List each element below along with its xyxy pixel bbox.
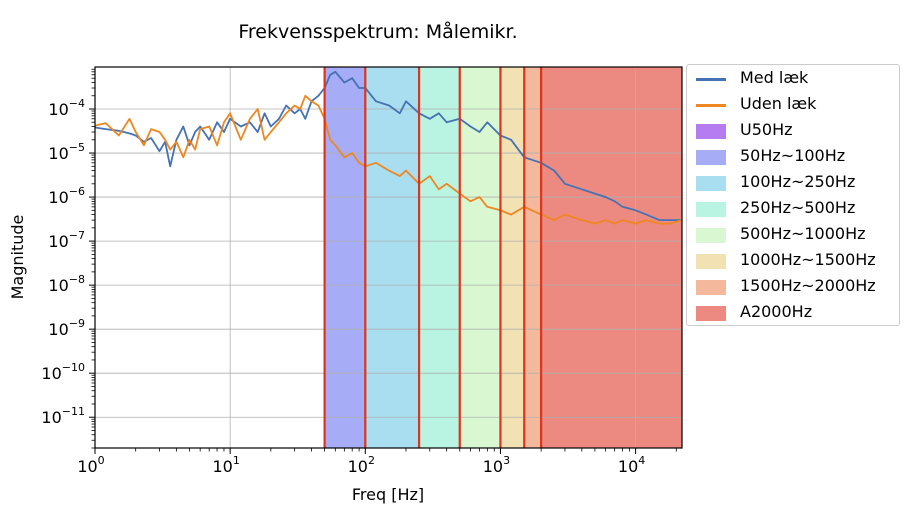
legend-item-band-4: 500Hz~1000Hz	[687, 223, 901, 249]
y-tick-exponent: −6	[69, 185, 85, 198]
y-tick-exponent: −11	[62, 405, 85, 418]
legend-patch-swatch	[696, 124, 726, 139]
legend-item-band-3: 250Hz~500Hz	[687, 197, 901, 223]
legend-label: 500Hz~1000Hz	[740, 224, 866, 243]
legend-label: 1500Hz~2000Hz	[740, 276, 876, 295]
frequency-bands	[324, 67, 682, 448]
y-tick-label: 10−5	[48, 141, 85, 163]
y-tick-label: 10−4	[48, 97, 85, 119]
legend-item-series-0: Med læk	[687, 67, 901, 93]
legend-item-band-0: U50Hz	[687, 119, 901, 145]
legend-label: A2000Hz	[740, 302, 813, 321]
legend-label: Med læk	[740, 68, 809, 87]
y-tick-exponent: −7	[69, 229, 85, 242]
x-tick-label: 103	[483, 454, 510, 476]
y-tick-exponent: −4	[69, 97, 85, 110]
y-tick-label: 10−10	[41, 361, 85, 383]
legend-item-band-7: A2000Hz	[687, 301, 901, 327]
y-tick-label: 10−7	[48, 229, 85, 251]
legend-item-band-2: 100Hz~250Hz	[687, 171, 901, 197]
legend-item-band-6: 1500Hz~2000Hz	[687, 275, 901, 301]
x-tick-exponent: 2	[368, 454, 375, 467]
y-tick-label: 10−11	[41, 405, 85, 427]
legend-label: 50Hz~100Hz	[740, 146, 846, 165]
legend-label: 100Hz~250Hz	[740, 172, 856, 191]
legend-patch-swatch	[696, 280, 726, 295]
y-tick-exponent: −8	[69, 273, 85, 286]
band-fill-2	[365, 67, 420, 448]
legend-patch-swatch	[696, 254, 726, 269]
y-tick-label: 10−9	[48, 317, 85, 339]
legend-line-swatch	[696, 104, 726, 107]
plot-frame	[94, 66, 683, 449]
legend-label: U50Hz	[740, 120, 793, 139]
y-axis-ticks: 10−11 10−10 10−9 10−8 10−7 10−6 10−5 10−4	[41, 68, 95, 449]
legend-patch-swatch	[696, 306, 726, 321]
band-fill-5	[500, 67, 525, 448]
x-tick-exponent: 4	[638, 454, 645, 467]
band-fill-1	[324, 67, 366, 448]
y-axis-label: Magnitude	[8, 215, 27, 300]
x-tick-label: 104	[618, 454, 645, 476]
legend-item-band-1: 50Hz~100Hz	[687, 145, 901, 171]
legend-line-swatch	[696, 78, 726, 81]
legend-patch-swatch	[696, 150, 726, 165]
legend: Med læk Uden læk U50Hz 50Hz~100Hz 100Hz~250H…	[686, 64, 900, 326]
legend-item-band-5: 1000Hz~1500Hz	[687, 249, 901, 275]
chart-title: Frekvensspektrum: Målemikr.	[238, 20, 517, 43]
data-series	[94, 70, 683, 225]
y-tick-label: 10−6	[48, 185, 85, 207]
legend-patch-swatch	[696, 176, 726, 191]
legend-patch-swatch	[696, 202, 726, 217]
legend-patch-swatch	[696, 228, 726, 243]
x-tick-label: 101	[212, 454, 239, 476]
y-tick-exponent: −9	[69, 317, 85, 330]
legend-label: 250Hz~500Hz	[740, 198, 856, 217]
band-fill-7	[541, 67, 682, 448]
x-tick-label: 102	[348, 454, 375, 476]
legend-label: Uden læk	[740, 94, 817, 113]
legend-item-series-1: Uden læk	[687, 93, 901, 119]
y-tick-exponent: −10	[62, 361, 85, 374]
x-axis-label: Freq [Hz]	[352, 485, 424, 504]
x-tick-exponent: 3	[503, 454, 510, 467]
band-edges	[323, 67, 543, 448]
series-line-0	[94, 70, 682, 221]
legend-label: 1000Hz~1500Hz	[740, 250, 876, 269]
x-tick-exponent: 1	[233, 454, 240, 467]
band-fill-6	[524, 67, 542, 448]
x-tick-exponent: 0	[98, 454, 105, 467]
x-tick-label: 100	[77, 454, 104, 476]
series-line-1	[94, 94, 683, 225]
x-axis-ticks: 100 101 102 103 104	[77, 448, 677, 476]
y-tick-label: 10−8	[48, 273, 85, 295]
band-fill-3	[419, 67, 460, 448]
y-tick-exponent: −5	[69, 141, 85, 154]
